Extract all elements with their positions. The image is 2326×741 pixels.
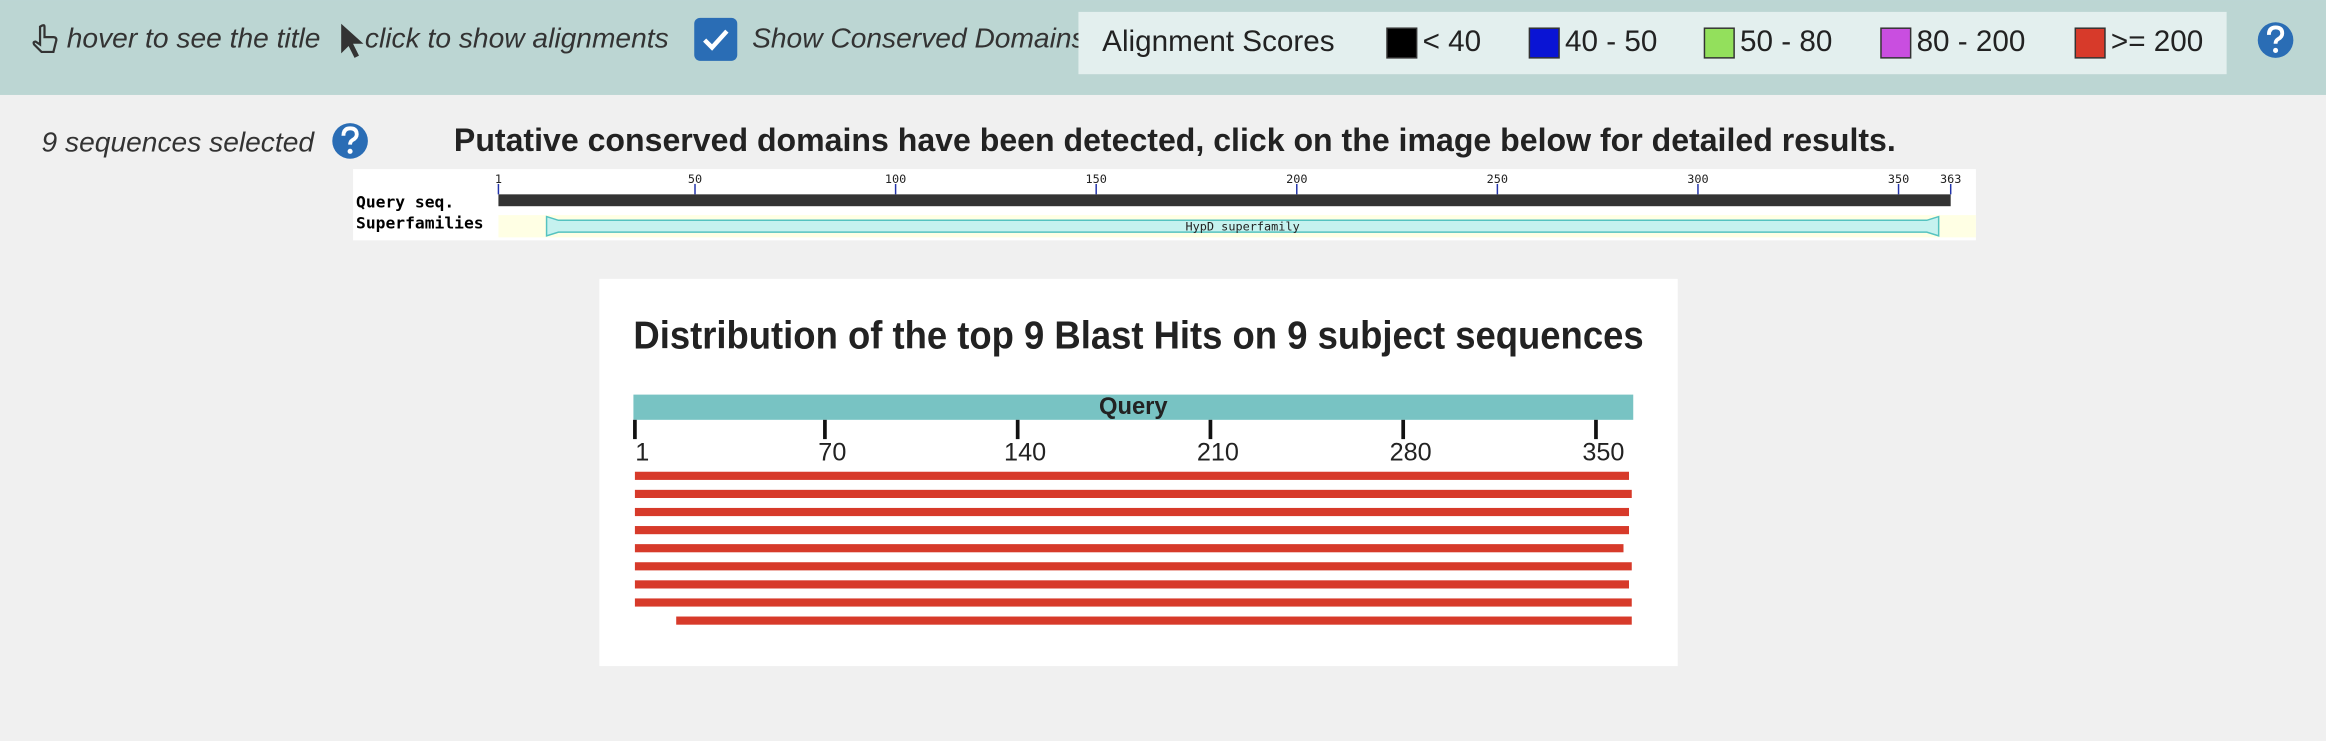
legend-swatch	[1386, 27, 1418, 59]
axis-tick-label: 280	[1390, 439, 1432, 467]
help-icon[interactable]	[332, 123, 368, 159]
checkbox-label[interactable]: Show Conserved Domains	[752, 22, 1086, 54]
legend-swatch	[2074, 27, 2106, 59]
query-label: Query	[1099, 394, 1168, 420]
distribution-graphic: Query 1 70 140 210 280 350	[633, 394, 1634, 625]
ruler-tick-label: 100	[885, 172, 906, 186]
axis-tick-label: 1	[635, 439, 649, 467]
domain[interactable]	[545, 215, 1940, 237]
hit-bar[interactable]	[634, 562, 1632, 571]
distribution-title: Distribution of the top 9 Blast Hits on …	[633, 314, 1643, 357]
cd-message: Putative conserved domains have been det…	[454, 121, 1896, 158]
legend-items: < 40 40 - 50 50 - 80 80 - 200 >= 200	[1386, 25, 2203, 59]
legend-box	[1078, 11, 2227, 75]
legend-swatch	[1528, 27, 1560, 59]
ruler-tick-label: 363	[1940, 172, 1961, 186]
legend-label: 80 - 200	[1917, 25, 2026, 58]
click-hint: click to show alignments	[365, 22, 669, 54]
cd-graphic[interactable]: Query seq. Superfamilies 1 50 100 150 200 250…	[353, 169, 1976, 241]
legend-label: >= 200	[2111, 25, 2203, 58]
ruler-tick-label: 1	[495, 172, 502, 186]
check-mark	[703, 29, 729, 51]
legend-label: 40 - 50	[1565, 25, 1657, 58]
row-label: Superfamilies	[356, 214, 484, 233]
legend-label: 50 - 80	[1740, 25, 1832, 58]
help-icon[interactable]	[2257, 22, 2294, 58]
legend-swatch	[1880, 27, 1912, 59]
axis-tick-label: 350	[1582, 439, 1624, 467]
hit-bar[interactable]	[634, 598, 1632, 607]
ruler-tick-label: 150	[1085, 172, 1106, 186]
query-bar	[633, 394, 1634, 420]
query-ruler	[498, 194, 1951, 207]
row-label: Query seq.	[356, 193, 454, 212]
axis-tick-label: 70	[818, 439, 846, 467]
ruler-tick-label: 200	[1286, 172, 1307, 186]
hit-bar[interactable]	[634, 580, 1630, 589]
axis-tick-label: 140	[1004, 439, 1046, 467]
ruler-tick-label: 50	[688, 172, 702, 186]
hit-bar[interactable]	[634, 526, 1630, 535]
ruler-tick-label: 250	[1487, 172, 1508, 186]
hand-icon	[32, 24, 58, 54]
hit-bar[interactable]	[634, 489, 1632, 498]
pointer-icon	[341, 23, 364, 58]
ruler-tick-label: 300	[1687, 172, 1708, 186]
hit-bar[interactable]	[634, 471, 1630, 480]
hit-bar[interactable]	[676, 616, 1632, 625]
legend-label: < 40	[1423, 25, 1482, 58]
ruler-tick-label: 350	[1888, 172, 1909, 186]
checkbox[interactable]	[694, 17, 738, 61]
hover-hint: hover to see the title	[67, 22, 321, 54]
domain-label: HypD superfamily	[1185, 219, 1299, 233]
hit-bar[interactable]	[634, 544, 1624, 553]
hit-bar[interactable]	[634, 507, 1630, 517]
axis-tick-label: 210	[1197, 439, 1239, 467]
selection-count: 9 sequences selected	[42, 125, 316, 157]
legend-swatch	[1703, 27, 1735, 59]
legend-title: Alignment Scores	[1102, 25, 1334, 58]
